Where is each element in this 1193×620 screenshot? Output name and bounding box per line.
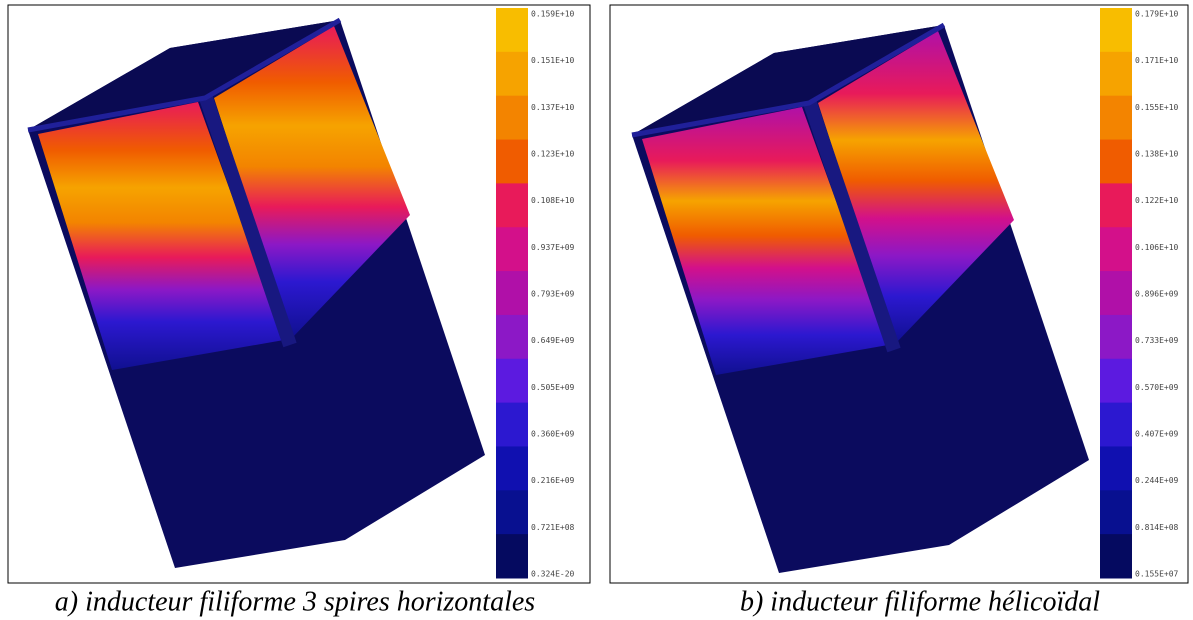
colorbar-label: 0.793E+09	[531, 290, 575, 299]
colorbar-segment	[496, 51, 528, 97]
colorbar-segment	[496, 402, 528, 447]
panel-frame	[7, 4, 591, 584]
colorbar-segment	[1100, 358, 1132, 404]
colorbar-segment	[496, 314, 528, 360]
colorbar-label: 0.721E+08	[531, 523, 575, 532]
edge	[803, 100, 901, 353]
top-face	[632, 25, 944, 135]
colorbar-segment	[1100, 183, 1132, 228]
panel-frame	[609, 4, 1189, 584]
edge	[27, 17, 342, 133]
colorbar-segment	[496, 95, 528, 141]
colorbar-label: 0.216E+09	[531, 476, 575, 485]
colorbar-segment	[496, 227, 528, 272]
colorbar-segment	[1100, 314, 1132, 360]
colorbar-label: 0.179E+10	[1135, 10, 1179, 19]
colorbar-label: 0.122E+10	[1135, 196, 1179, 205]
colorbar-segment	[1100, 51, 1132, 97]
colorbar-segment	[1100, 271, 1132, 316]
left-face	[642, 107, 888, 375]
edge	[631, 22, 946, 138]
colorbar-label: 0.244E+09	[1135, 476, 1179, 485]
colorbar-segment	[1100, 490, 1132, 535]
caption: b) inducteur filiforme hélicoïdal	[740, 586, 1100, 617]
colorbar-segment	[1100, 95, 1132, 141]
colorbar-label: 0.360E+09	[531, 430, 575, 439]
right-face	[818, 31, 1014, 343]
top-face	[28, 20, 340, 130]
colorbar-segment	[1100, 227, 1132, 272]
colorbar-segment	[496, 358, 528, 404]
colorbar-label: 0.505E+09	[531, 383, 575, 392]
colorbar-label: 0.123E+10	[531, 150, 575, 159]
colorbar-segment	[496, 490, 528, 535]
colorbar-label: 0.155E+10	[1135, 103, 1179, 112]
caption: a) inducteur filiforme 3 spires horizont…	[55, 586, 535, 617]
colorbar-label: 0.137E+10	[531, 103, 575, 112]
colorbar-label: 0.407E+09	[1135, 430, 1179, 439]
right-face	[214, 26, 410, 338]
colorbar-segment	[1100, 402, 1132, 447]
colorbar-segment	[496, 534, 528, 579]
colorbar-label: 0.108E+10	[531, 196, 575, 205]
colorbar-label: 0.896E+09	[1135, 290, 1179, 299]
colorbar-label: 0.570E+09	[1135, 383, 1179, 392]
colorbar-segment	[496, 183, 528, 228]
colorbar-label: 0.937E+09	[531, 243, 575, 252]
colorbar-label: 0.324E-20	[531, 570, 575, 579]
colorbar-label: 0.171E+10	[1135, 56, 1179, 65]
colorbar-segment	[496, 446, 528, 491]
colorbar-segment	[496, 8, 528, 53]
colorbar-label: 0.159E+10	[531, 10, 575, 19]
colorbar-segment	[496, 271, 528, 316]
colorbar-segment	[1100, 139, 1132, 184]
colorbar-label: 0.151E+10	[531, 56, 575, 65]
colorbar-segment	[1100, 534, 1132, 579]
colorbar-label: 0.733E+09	[1135, 336, 1179, 345]
colorbar-label: 0.155E+07	[1135, 570, 1179, 579]
colorbar-label: 0.106E+10	[1135, 243, 1179, 252]
colorbar-segment	[496, 139, 528, 184]
colorbar-label: 0.649E+09	[531, 336, 575, 345]
left-face	[38, 102, 284, 370]
colorbar-segment	[1100, 446, 1132, 491]
edge	[199, 95, 297, 348]
colorbar-label: 0.138E+10	[1135, 150, 1179, 159]
colorbar-label: 0.814E+08	[1135, 523, 1179, 532]
colorbar-segment	[1100, 8, 1132, 53]
